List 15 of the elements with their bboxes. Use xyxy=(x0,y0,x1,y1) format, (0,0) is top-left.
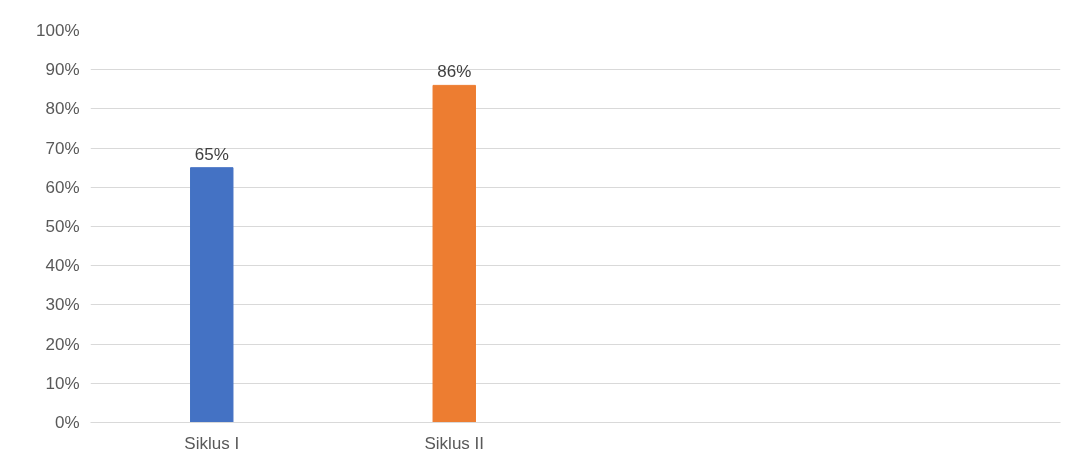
y-tick-label: 40% xyxy=(45,256,80,276)
y-tick-label: 20% xyxy=(45,334,80,354)
data-label: 86% xyxy=(437,62,472,82)
data-label: 65% xyxy=(194,144,229,164)
y-tick-label: 90% xyxy=(45,60,80,80)
y-tick-label: 50% xyxy=(45,217,80,236)
x-tick-label: Siklus I xyxy=(184,433,240,453)
y-tick-label: 0% xyxy=(54,413,80,432)
y-tick-label: 60% xyxy=(45,177,80,197)
y-tick-label: 100% xyxy=(36,21,80,40)
x-tick-label: Siklus II xyxy=(424,433,485,453)
y-tick-label: 70% xyxy=(45,138,80,158)
y-tick-label: 80% xyxy=(45,99,80,119)
y-tick-label: 30% xyxy=(45,295,80,315)
y-tick-label: 10% xyxy=(45,373,80,393)
